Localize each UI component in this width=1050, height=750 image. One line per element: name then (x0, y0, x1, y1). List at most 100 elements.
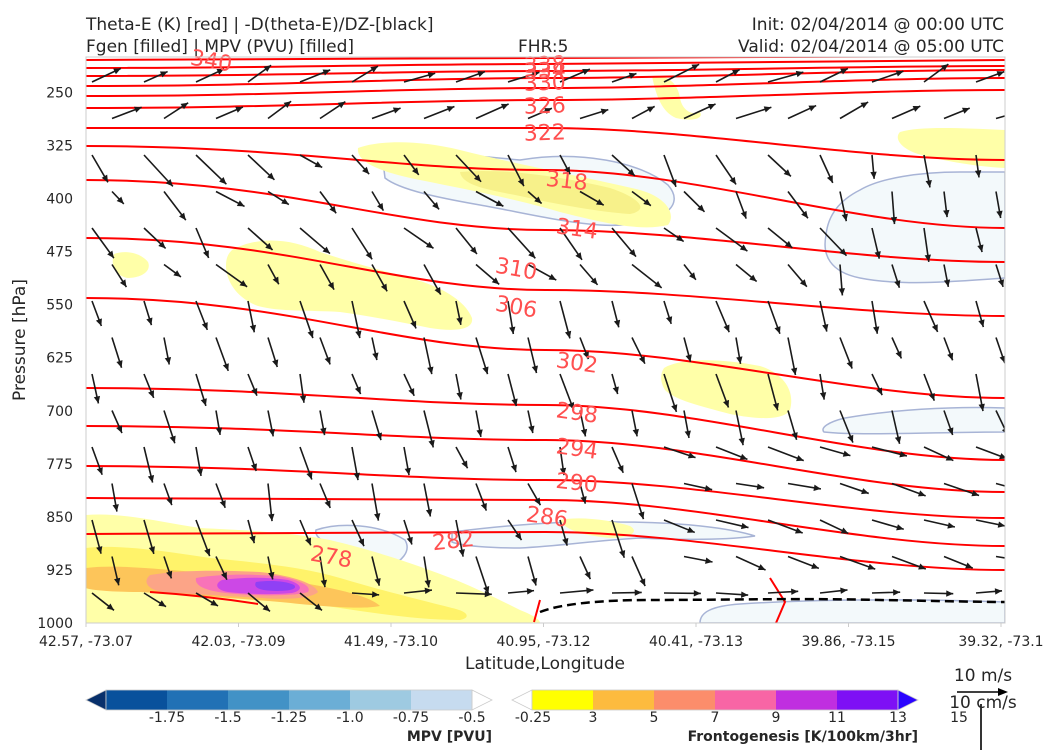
gradient-arrowhead (119, 279, 127, 288)
gradient-arrowhead (772, 402, 779, 411)
colorbar-swatch (715, 690, 777, 710)
gradient-arrowhead (281, 198, 289, 205)
x-tick-label: 42.57, -73.07 (39, 634, 133, 650)
gradient-arrowhead (107, 250, 114, 259)
gradient-arrowhead (526, 588, 535, 595)
gradient-arrowhead (164, 357, 172, 365)
gradient-arrowhead (840, 587, 848, 594)
gradient-arrowhead (116, 196, 124, 204)
gradient-arrowhead (320, 427, 327, 436)
gradient-arrowhead (861, 488, 869, 495)
colorbar-extend (471, 689, 493, 711)
x-tick-label: 41.49, -73.10 (344, 634, 438, 650)
gradient-arrowhead (374, 513, 381, 521)
gradient-arrowhead (392, 107, 401, 114)
gradient-arrowhead (146, 317, 153, 326)
theta-e-label: 282 (431, 527, 475, 556)
gradient-arrowhead (354, 386, 361, 395)
gradient-arrowhead (996, 210, 1003, 219)
gradient-arrowhead (221, 571, 227, 580)
gradient-arrowhead (133, 106, 142, 113)
gradient-arrowhead (491, 277, 500, 285)
gradient-arrowhead (568, 402, 575, 410)
colorbar-swatch (837, 690, 899, 710)
gradient-arrowhead (596, 198, 604, 206)
gradient-arrowhead (272, 276, 279, 285)
y-tick-label: 700 (46, 404, 73, 420)
gradient-arrowhead (322, 69, 331, 76)
gradient-arrowhead (222, 363, 229, 371)
gradient-arrowhead (646, 106, 655, 113)
gradient-arrowhead (740, 210, 747, 219)
gradient-arrowhead (912, 105, 921, 112)
gradient-arrowhead (268, 571, 275, 580)
y-tick-label: 475 (46, 245, 73, 261)
gradient-arrowhead (528, 250, 536, 259)
gradient-arrowhead (263, 65, 272, 72)
gradient-arrowhead (355, 330, 362, 339)
gradient-arrowhead (374, 578, 381, 586)
theta-e-line (86, 497, 1005, 547)
colorbar-tick-label: 3 (589, 710, 598, 726)
gradient-arrowhead (249, 535, 256, 544)
gradient-arrow (995, 115, 1005, 120)
gradient-arrowhead (784, 240, 793, 248)
gradient-arrowhead (1017, 486, 1025, 492)
theta-e-line (86, 297, 1005, 399)
gradient-arrowhead (808, 105, 817, 112)
gradient-arrowhead (822, 324, 829, 332)
gradient-arrowhead (691, 64, 700, 71)
gradient-arrowhead (95, 318, 102, 327)
gradient-arrowhead (670, 179, 677, 187)
y-tick-label: 400 (46, 192, 73, 208)
gradient-arrowhead (947, 352, 954, 361)
gradient-arrowhead (372, 352, 379, 361)
gradient-arrows (91, 63, 1025, 613)
theta-e-line (86, 59, 1005, 69)
gradient-arrowhead (860, 102, 869, 109)
gradient-arrowhead (362, 166, 370, 175)
gradient-arrowhead (476, 429, 483, 437)
colorbar-tick-label: -0.75 (393, 710, 429, 726)
gradient-arrowhead (268, 513, 275, 522)
mpv-colorbar: -1.75 -1.5 -1.25 -1.0 -0.75 -0.5 -0.25 (85, 689, 551, 726)
gradient-arrowhead (693, 590, 701, 597)
gradient-arrowhead (707, 104, 716, 110)
y-axis-label: Pressure [hPa] (10, 279, 30, 401)
gradient-arrowhead (978, 403, 985, 412)
gradient-arrowhead (375, 432, 382, 441)
gradient-arrowhead (534, 196, 542, 204)
gradient-arrow (995, 410, 1005, 432)
gradient-arrowhead (531, 577, 538, 586)
gradient-arrowhead (894, 280, 901, 288)
gradient-arrowhead (839, 248, 847, 256)
x-tick-label: 39.86, -73.15 (801, 634, 895, 650)
x-tick-label: 40.95, -73.12 (496, 634, 590, 650)
gradient-arrowhead (427, 72, 436, 79)
colorbar-tick-label: 7 (711, 710, 720, 726)
gradient-arrowhead (924, 254, 931, 262)
gradient-arrowhead (994, 588, 1003, 595)
colorbar-tick-label: -0.25 (515, 710, 551, 726)
gradient-arrowhead (638, 511, 645, 520)
colorbar-swatch (654, 690, 716, 710)
fgen-region (661, 360, 792, 419)
theta-e-label: 330 (523, 70, 566, 96)
gradient-arrowhead (204, 548, 211, 557)
gradient-arrowhead (763, 106, 772, 113)
gradient-arrowhead (239, 280, 248, 287)
gradient-arrowhead (306, 471, 313, 480)
gradient-arrowhead (917, 490, 926, 497)
gradient-arrowhead (997, 279, 1005, 287)
theta-e-line (86, 65, 1005, 77)
gradient-arrowhead (894, 436, 902, 444)
theta-e-line (86, 530, 1005, 571)
gradient-arrowhead (404, 467, 411, 476)
gradient-arrowhead (790, 367, 798, 376)
gradient-arrowhead (619, 550, 626, 558)
theta-e-line (86, 69, 1005, 87)
gradient-arrowhead (106, 603, 114, 611)
theta-e-line (86, 77, 1005, 97)
y-tick-label: 625 (46, 351, 73, 367)
gradient-arrowhead (531, 365, 538, 374)
